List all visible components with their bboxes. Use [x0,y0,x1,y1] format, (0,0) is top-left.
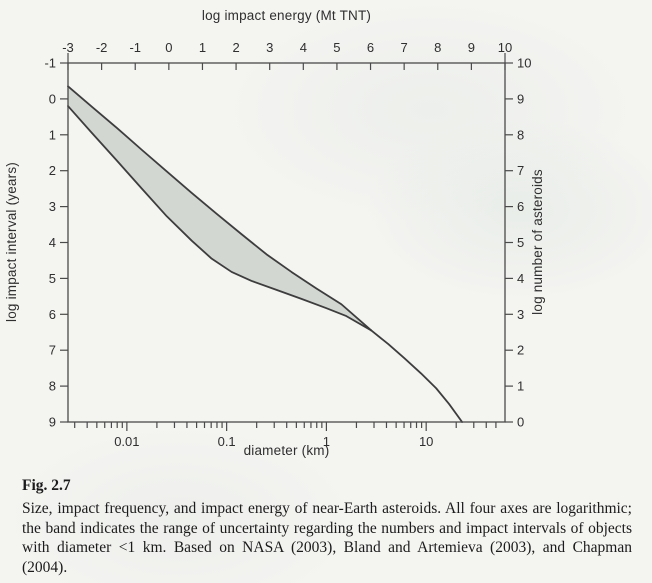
svg-text:0: 0 [165,40,172,55]
svg-text:1: 1 [323,434,330,449]
svg-text:9: 9 [49,415,56,430]
svg-text:3: 3 [266,40,273,55]
svg-text:5: 5 [517,235,524,250]
svg-text:2: 2 [517,343,524,358]
svg-text:1: 1 [199,40,206,55]
svg-text:-3: -3 [62,40,74,55]
svg-text:8: 8 [517,127,524,142]
svg-text:5: 5 [333,40,340,55]
svg-text:10: 10 [517,56,531,71]
svg-text:-1: -1 [129,40,141,55]
svg-text:6: 6 [517,199,524,214]
svg-text:4: 4 [300,40,307,55]
svg-text:0: 0 [49,91,56,106]
svg-text:7: 7 [49,343,56,358]
svg-text:5: 5 [49,271,56,286]
svg-text:3: 3 [49,199,56,214]
plot-canvas: -3 -2 -1 0 1 2 3 4 5 6 7 8 9 10-101234567891098765432… [44,40,531,449]
svg-text:3: 3 [517,307,524,322]
left-axis-title: log impact interval (years) [4,162,19,322]
svg-text:-1: -1 [44,56,56,71]
svg-text:4: 4 [517,271,524,286]
figure-caption-text: Size, impact frequency, and impact energ… [22,500,632,576]
svg-text:4: 4 [49,235,56,250]
svg-text:10: 10 [419,434,433,449]
right-axis-title: log number of asteroids [530,169,545,315]
svg-text:6: 6 [49,307,56,322]
svg-text:1: 1 [49,127,56,142]
svg-text:10: 10 [498,40,512,55]
svg-text:2: 2 [232,40,239,55]
figure-caption: Fig. 2.7 Size, impact frequency, and imp… [22,477,632,577]
svg-text:8: 8 [434,40,441,55]
figure-label: Fig. 2.7 [22,477,71,494]
svg-text:0.01: 0.01 [114,434,139,449]
svg-text:2: 2 [49,163,56,178]
svg-text:6: 6 [367,40,374,55]
svg-text:1: 1 [517,379,524,394]
svg-text:-2: -2 [96,40,108,55]
bottom-axis-title: diameter (km) [243,443,330,458]
svg-text:8: 8 [49,379,56,394]
svg-text:7: 7 [517,163,524,178]
svg-text:9: 9 [517,91,524,106]
svg-text:0: 0 [517,415,524,430]
svg-text:7: 7 [401,40,408,55]
svg-text:0.1: 0.1 [218,434,236,449]
svg-text:9: 9 [468,40,475,55]
top-axis-title: log impact energy (Mt TNT) [201,8,372,23]
